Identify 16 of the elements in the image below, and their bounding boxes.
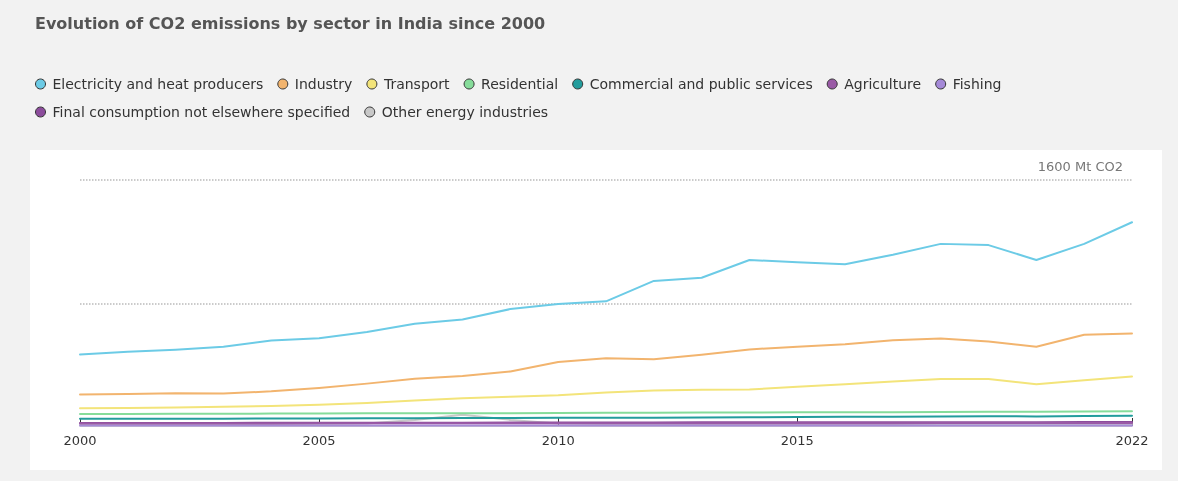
legend-label: Other energy industries	[381, 104, 549, 120]
x-tick-label: 2000	[63, 433, 97, 448]
legend-label: Transport	[382, 76, 451, 92]
legend-label: Fishing	[952, 76, 1002, 92]
legend-label: Agriculture	[844, 76, 922, 92]
x-tick-label: 2010	[541, 433, 575, 448]
legend-label: Commercial and public services	[589, 76, 813, 92]
legend-label: Final consumption not elsewhere specified	[52, 104, 351, 120]
chart-title: Evolution of CO2 emissions by sector in India since 2000	[35, 13, 546, 33]
x-tick-label: 2005	[302, 433, 336, 448]
legend-label: Industry	[294, 76, 353, 92]
x-tick-label: 2015	[780, 433, 814, 448]
legend-label: Residential	[481, 76, 559, 92]
x-tick-label: 2022	[1115, 433, 1149, 448]
ref-line-label: 1600 Mt CO2	[1037, 158, 1123, 174]
legend-label: Electricity and heat producers	[52, 76, 264, 92]
